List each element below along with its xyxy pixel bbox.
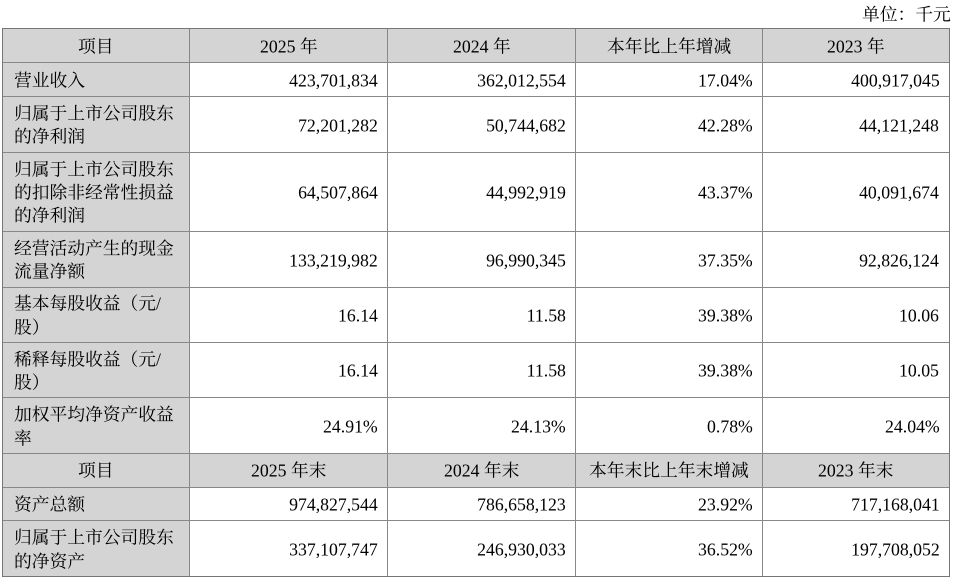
svg-text:974,827,544: 974,827,544 [289,495,378,515]
svg-text:37.35%: 37.35% [698,250,753,270]
svg-text:24.91%: 24.91% [323,416,378,436]
svg-text:40,091,674: 40,091,674 [860,182,940,202]
svg-text:43.37%: 43.37% [698,182,753,202]
svg-text:44,121,248: 44,121,248 [860,115,940,135]
svg-text:2024: 2024 [444,461,480,481]
svg-text:0.78%: 0.78% [707,416,753,436]
svg-text:39.38%: 39.38% [698,361,753,381]
svg-text:44,992,919: 44,992,919 [486,182,566,202]
svg-text:717,168,041: 717,168,041 [851,495,940,515]
svg-text:64,507,864: 64,507,864 [298,182,378,202]
svg-text:197,708,052: 197,708,052 [851,539,940,559]
svg-text:23.92%: 23.92% [698,495,753,515]
svg-text:10.06: 10.06 [899,305,939,325]
svg-text:92,826,124: 92,826,124 [860,250,940,270]
svg-text:10.05: 10.05 [899,361,939,381]
svg-text:24.13%: 24.13% [511,416,566,436]
svg-text:133,219,982: 133,219,982 [289,250,378,270]
svg-text:96,990,345: 96,990,345 [486,250,566,270]
svg-text:11.58: 11.58 [527,305,566,325]
svg-text:/: / [156,349,161,369]
svg-text:2024: 2024 [453,36,489,56]
svg-text:2023: 2023 [818,461,854,481]
svg-text:24.04%: 24.04% [885,416,940,436]
svg-text:11.58: 11.58 [527,361,566,381]
svg-text:2025: 2025 [251,461,287,481]
svg-text:39.38%: 39.38% [698,305,753,325]
svg-text:423,701,834: 423,701,834 [289,70,378,90]
svg-text:362,012,554: 362,012,554 [477,70,566,90]
svg-text:2025: 2025 [260,36,296,56]
svg-text:42.28%: 42.28% [698,115,753,135]
svg-text:246,930,033: 246,930,033 [477,539,566,559]
svg-text:16.14: 16.14 [338,361,378,381]
svg-text:/: / [156,294,161,314]
svg-text:2023: 2023 [827,36,863,56]
svg-text:400,917,045: 400,917,045 [851,70,940,90]
svg-text:36.52%: 36.52% [698,539,753,559]
svg-text:16.14: 16.14 [338,305,378,325]
svg-text:50,744,682: 50,744,682 [486,115,566,135]
svg-text:17.04%: 17.04% [698,70,753,90]
svg-text:337,107,747: 337,107,747 [289,539,378,559]
svg-text:786,658,123: 786,658,123 [477,495,566,515]
svg-text:72,201,282: 72,201,282 [298,115,378,135]
